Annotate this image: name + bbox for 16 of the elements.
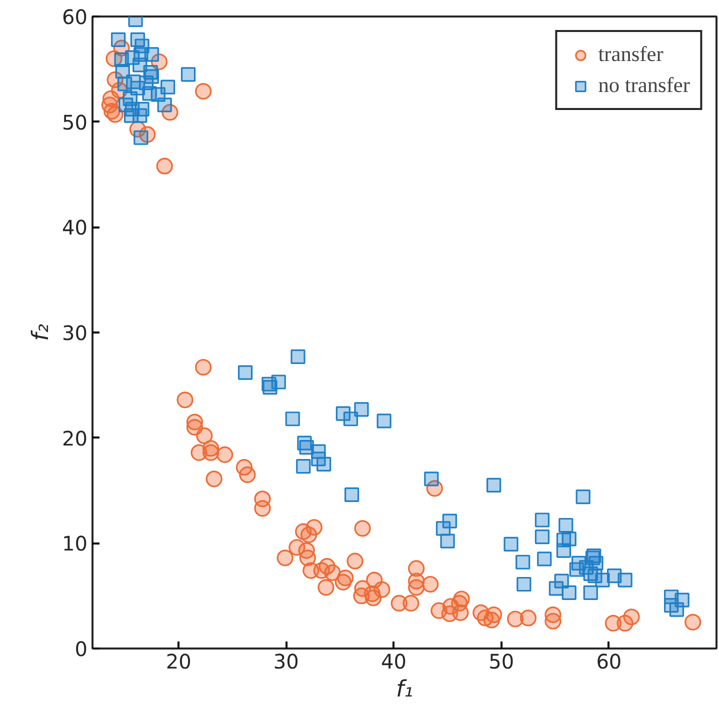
y-tick-label: 10 bbox=[62, 532, 88, 556]
x-tick-label: 60 bbox=[596, 650, 622, 674]
y-tick-label: 20 bbox=[62, 426, 88, 450]
y-tick-label: 30 bbox=[62, 321, 88, 345]
y-tick-label: 40 bbox=[62, 216, 88, 240]
y-axis-title: f₂ bbox=[28, 324, 54, 342]
legend-label: no transfer bbox=[598, 73, 690, 98]
x-tick-label: 50 bbox=[488, 650, 514, 674]
x-tick-label: 20 bbox=[166, 650, 192, 674]
x-tick-label: 40 bbox=[381, 650, 406, 674]
x-tick-label: 30 bbox=[273, 650, 299, 674]
y-tick-label: 0 bbox=[74, 637, 88, 661]
y-tick-label: 50 bbox=[62, 110, 88, 134]
legend-label: transfer bbox=[598, 42, 664, 67]
x-axis-title: f₁ bbox=[396, 676, 414, 702]
y-tick-label: 60 bbox=[62, 5, 88, 29]
